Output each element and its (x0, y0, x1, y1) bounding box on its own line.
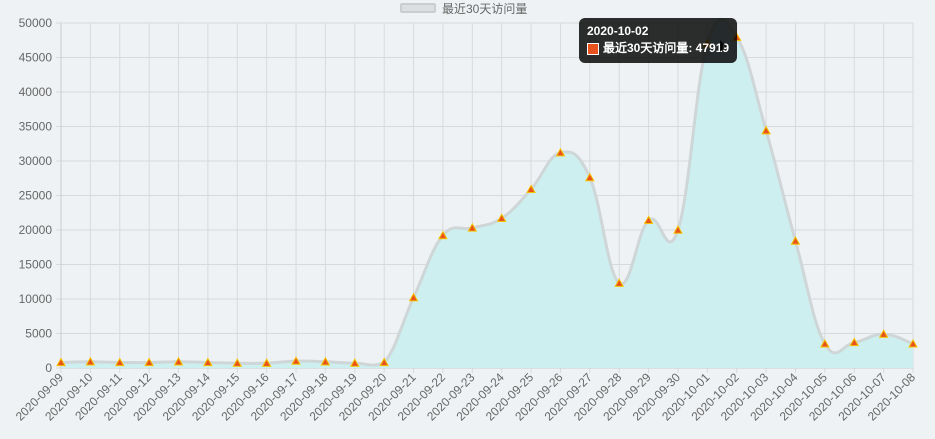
tooltip-title: 2020-10-02 (587, 23, 729, 40)
y-tick-label: 20000 (19, 223, 53, 237)
tooltip-row: 最近30天访问量: 47919 (587, 40, 729, 57)
y-tick-label: 30000 (19, 154, 53, 168)
y-tick-label: 45000 (19, 51, 53, 65)
y-tick-label: 15000 (19, 258, 53, 272)
tooltip-label: 最近30天访问量: 47919 (603, 40, 729, 57)
y-tick-label: 35000 (19, 120, 53, 134)
tooltip-swatch (587, 43, 599, 55)
tooltip-arrow (720, 40, 726, 52)
chart-tooltip: 2020-10-02 最近30天访问量: 47919 (579, 18, 737, 63)
x-axis: 2020-09-092020-09-102020-09-112020-09-12… (13, 368, 919, 424)
y-tick-label: 40000 (19, 85, 53, 99)
y-tick-label: 5000 (25, 327, 52, 341)
y-tick-label: 0 (45, 361, 52, 375)
series-area (61, 19, 913, 368)
y-tick-label: 10000 (19, 292, 53, 306)
y-tick-label: 25000 (19, 189, 53, 203)
y-axis: 0 5000 10000 15000 20000 25000 30000 35000 40000… (19, 16, 61, 375)
y-tick-label: 50000 (19, 16, 53, 30)
